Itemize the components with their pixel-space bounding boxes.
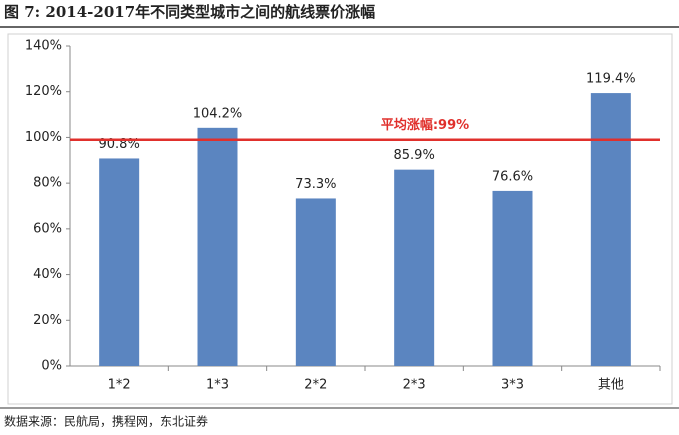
x-tick-label: 1*3	[206, 378, 229, 393]
y-tick-label: 40%	[33, 267, 62, 282]
y-tick-label: 20%	[33, 313, 62, 328]
bar	[99, 158, 140, 366]
bar	[492, 190, 533, 366]
chart-frame	[7, 33, 673, 405]
reference-label: 平均涨幅:99%	[381, 117, 469, 133]
x-tick-label: 2*3	[403, 378, 426, 393]
value-label: 119.4%	[586, 72, 636, 87]
y-tick-label: 100%	[25, 130, 62, 145]
x-tick-label: 1*2	[108, 378, 131, 393]
value-label: 73.3%	[295, 177, 336, 192]
value-label: 76.6%	[492, 169, 533, 184]
y-tick-label: 60%	[33, 221, 62, 236]
y-tick-label: 120%	[25, 84, 62, 99]
bar	[197, 127, 238, 366]
x-tick-label: 2*2	[304, 378, 327, 393]
bar	[590, 93, 631, 366]
value-label: 104.2%	[193, 106, 243, 121]
x-tick-label: 3*3	[501, 378, 524, 393]
y-tick-label: 80%	[33, 176, 62, 191]
y-tick-label: 0%	[41, 359, 62, 374]
source-note: 数据来源：民航局，携程网，东北证券	[4, 414, 208, 429]
y-tick-label: 140%	[25, 39, 62, 54]
bar	[295, 198, 336, 366]
bar	[394, 169, 435, 366]
chart-title: 图 7: 2014-2017年不同类型城市之间的航线票价涨幅	[4, 3, 375, 21]
x-tick-label: 其他	[598, 378, 624, 393]
value-label: 85.9%	[394, 148, 435, 163]
